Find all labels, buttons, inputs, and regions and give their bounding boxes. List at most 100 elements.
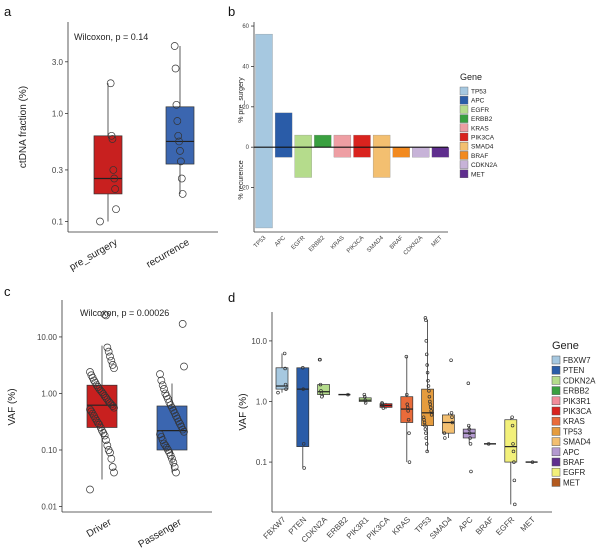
b-bar-pre-pik3ca bbox=[353, 134, 371, 148]
d-point bbox=[468, 436, 472, 440]
d-point bbox=[424, 436, 429, 440]
d-point bbox=[450, 420, 455, 425]
d-legend-label-fbxw7: FBXW7 bbox=[563, 356, 591, 365]
b-bar-pre-egfr bbox=[294, 134, 312, 148]
a-y-tick-label: 1.0 bbox=[52, 109, 64, 118]
b-y-tick-label: 0 bbox=[246, 145, 250, 151]
d-point bbox=[276, 390, 280, 395]
c-point bbox=[94, 383, 102, 391]
c-point bbox=[104, 397, 113, 406]
b-x-label-cdkn2a: CDKN2A bbox=[403, 235, 424, 256]
b-x-label-apc: APC bbox=[274, 235, 287, 248]
c-point bbox=[169, 458, 178, 467]
panel-letter-a: a bbox=[4, 4, 12, 19]
d-legend-swatch-pik3r1 bbox=[551, 396, 561, 406]
d-y-tick-label: 10.0 bbox=[251, 337, 267, 346]
d-point bbox=[362, 392, 367, 397]
d-point bbox=[425, 363, 429, 367]
c-y-tick-label: 0.10 bbox=[41, 446, 57, 455]
a-y-tick-label: 0.3 bbox=[52, 166, 64, 175]
b-legend-label-apc: APC bbox=[471, 98, 485, 105]
b-bar-rec-smad4 bbox=[372, 147, 391, 178]
d-point bbox=[301, 387, 305, 391]
a-point bbox=[176, 147, 184, 155]
b-bar-pre-apc bbox=[274, 112, 293, 148]
d-legend-swatch-tp53 bbox=[551, 427, 561, 436]
d-box-pten bbox=[296, 367, 310, 447]
c-point bbox=[87, 407, 96, 416]
d-point bbox=[469, 469, 473, 474]
d-point bbox=[407, 431, 411, 435]
d-point bbox=[423, 316, 428, 320]
b-bar-pre-smad4 bbox=[372, 134, 391, 148]
d-point bbox=[405, 402, 409, 407]
d-legend-swatch-erbb2 bbox=[551, 386, 561, 395]
b-y-tick-label: 20 bbox=[242, 186, 249, 192]
panel-b-y-axis-title-top: % pre_surgery bbox=[238, 77, 245, 123]
c-point bbox=[180, 427, 188, 436]
c-point bbox=[95, 420, 104, 429]
d-point bbox=[406, 417, 411, 422]
panel-b-y-axis-title-bottom: % recurence bbox=[238, 160, 245, 199]
a-point bbox=[177, 157, 185, 166]
b-legend-swatch-pik3ca bbox=[459, 132, 469, 142]
b-x-label-erbb2: ERBB2 bbox=[308, 235, 327, 254]
d-legend-label-egfr: EGFR bbox=[563, 468, 585, 477]
panel-a-chart: Wilcoxon, p = 0.14 ctDNA fraction (%) 0.… bbox=[18, 22, 218, 273]
panel-b-chart: % pre_surgery % recurence 20 0 20 40 60 TP53… bbox=[238, 22, 498, 257]
d-y-tick-label: 0.1 bbox=[256, 458, 268, 467]
b-legend-swatch-apc bbox=[459, 95, 469, 105]
d-point bbox=[466, 381, 471, 386]
b-legend-label-cdkn2a: CDKN2A bbox=[471, 162, 498, 169]
panel-d-legend-title: Gene bbox=[552, 340, 579, 352]
d-point bbox=[428, 405, 433, 410]
d-point bbox=[486, 442, 491, 446]
c-point bbox=[106, 352, 114, 361]
c-point bbox=[157, 376, 166, 385]
d-point bbox=[282, 351, 287, 356]
a-x-label-recurrence: recurrence bbox=[145, 237, 192, 271]
d-point bbox=[283, 382, 288, 387]
panel-b-legend: TP53 APC EGFR ERBB2 KRAS PIK3CA SMAD4 BRAF CDKN2… bbox=[459, 86, 498, 178]
d-point bbox=[513, 502, 517, 507]
d-point bbox=[467, 423, 471, 428]
d-x-label-met: MET bbox=[519, 515, 537, 533]
d-point bbox=[425, 449, 429, 454]
panel-d-y-axis-title: VAF (%) bbox=[238, 393, 249, 430]
b-bar-rec-kras bbox=[333, 147, 352, 158]
c-point bbox=[86, 405, 94, 414]
d-point bbox=[449, 358, 453, 362]
d-box-egfr bbox=[504, 419, 518, 463]
b-bar-pre-kras bbox=[333, 134, 352, 148]
b-y-tick-label: 20 bbox=[242, 105, 249, 111]
b-x-label-kras: KRAS bbox=[330, 235, 346, 251]
d-legend-swatch-pten bbox=[551, 365, 561, 375]
d-point bbox=[442, 431, 447, 435]
c-point bbox=[158, 381, 167, 390]
panel-c-annotation: Wilcoxon, p = 0.00026 bbox=[80, 308, 169, 318]
d-legend-label-pten: PTEN bbox=[563, 366, 585, 375]
c-point bbox=[164, 446, 172, 454]
d-x-label-apc: APC bbox=[457, 515, 475, 533]
b-legend-swatch-braf bbox=[459, 151, 469, 160]
b-legend-swatch-smad4 bbox=[459, 141, 469, 151]
d-legend-label-tp53: TP53 bbox=[563, 427, 583, 436]
b-x-label-pik3ca: PIK3CA bbox=[346, 235, 365, 254]
a-point bbox=[109, 166, 118, 174]
b-legend-label-kras: KRAS bbox=[471, 125, 489, 132]
d-x-label-kras: KRAS bbox=[390, 515, 412, 537]
panel-c-y-axis-title: VAF (%) bbox=[7, 388, 18, 425]
d-point bbox=[424, 442, 429, 446]
d-legend-label-met: MET bbox=[563, 478, 580, 487]
a-y-tick-label: 0.1 bbox=[52, 218, 64, 227]
d-legend-swatch-met bbox=[551, 478, 561, 487]
c-point bbox=[107, 356, 116, 365]
a-point bbox=[170, 42, 179, 50]
c-point bbox=[100, 310, 109, 319]
a-point bbox=[174, 131, 183, 140]
d-point bbox=[302, 466, 306, 470]
b-legend-label-pik3ca: PIK3CA bbox=[471, 135, 495, 142]
c-point bbox=[178, 320, 187, 328]
panel-b-legend-title: Gene bbox=[460, 72, 482, 82]
c-point bbox=[107, 400, 116, 409]
